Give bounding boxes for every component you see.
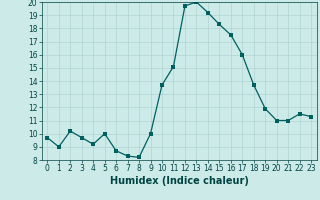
X-axis label: Humidex (Indice chaleur): Humidex (Indice chaleur) xyxy=(110,176,249,186)
